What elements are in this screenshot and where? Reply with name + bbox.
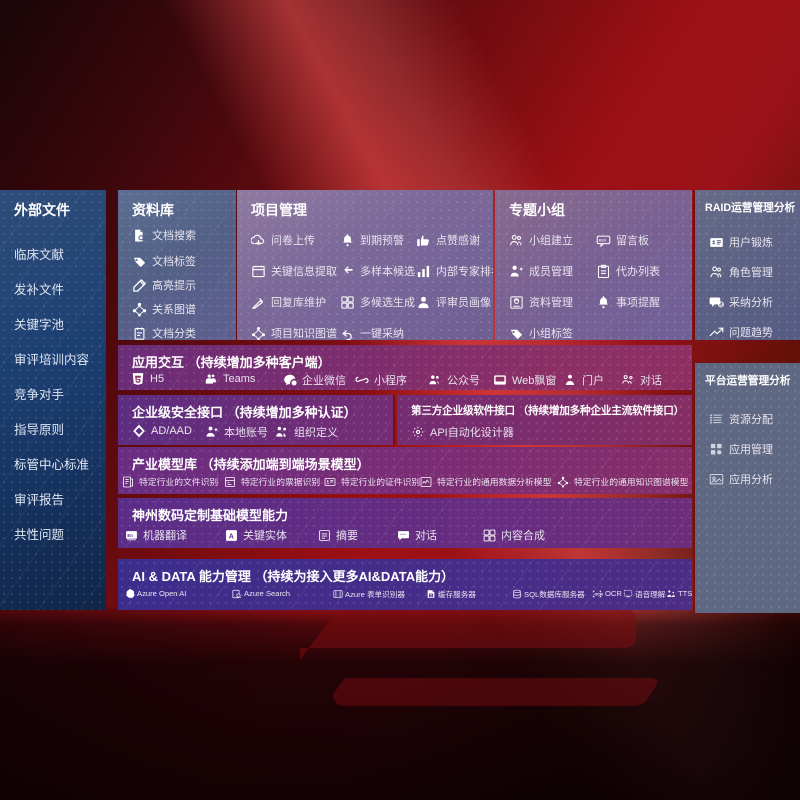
svg-text:OCR: OCR [595,592,604,596]
svg-text:A: A [229,533,234,540]
svg-text:BBS: BBS [599,237,607,242]
svg-text:QA: QA [719,302,723,306]
svg-text:En: En [127,532,133,537]
